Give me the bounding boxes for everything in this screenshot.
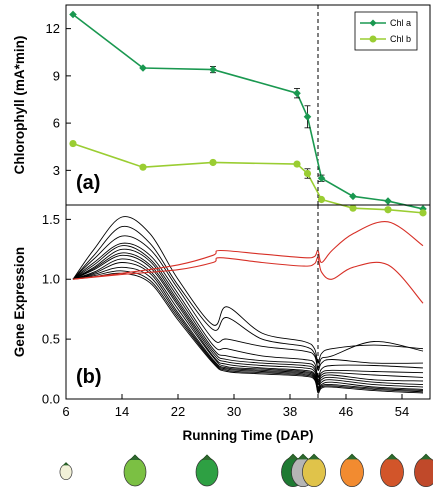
gene-curve-7 <box>72 254 424 388</box>
x-axis-label: Running Time (DAP) <box>183 428 314 443</box>
data-point-chla <box>293 89 301 97</box>
x-tick-label: 6 <box>62 404 69 419</box>
panel-a-y-ticks: 3 6 9 12 <box>46 21 71 178</box>
fruit-calyx-8 <box>420 453 432 460</box>
x-tick-label: 14 <box>115 404 129 419</box>
panel-a-y-tick-label: 12 <box>46 21 60 36</box>
data-point-chlb <box>349 204 357 212</box>
panel-a: 3 6 9 12 (a) Chlorophyll (mA*min) Chl a Chl… <box>12 4 431 217</box>
panel-a-y-tick-label: 6 <box>53 116 60 131</box>
data-point-chlb <box>209 158 217 167</box>
data-point-chla <box>317 174 326 183</box>
fruit-calyx-4 <box>297 453 309 460</box>
data-point-chla <box>384 197 392 205</box>
gene-curve-6 <box>72 252 424 386</box>
panel-a-y-tick-label: 3 <box>53 163 60 178</box>
fruit-6 <box>340 456 364 488</box>
fruit-7 <box>380 456 404 488</box>
highlight-gene-curve-1 <box>72 256 424 304</box>
data-point-chla <box>349 192 357 201</box>
gene-curve-1 <box>72 225 424 369</box>
legend-chla-marker <box>369 19 377 27</box>
fruit-calyx-7 <box>386 453 398 460</box>
panel-b-y-tick-label: 1.5 <box>42 212 60 227</box>
legend-chlb-marker <box>369 35 377 43</box>
x-tick-label: 38 <box>283 404 297 419</box>
panel-a-y-axis-label: Chlorophyll (mA*min) <box>12 36 27 175</box>
legend-chlb-label: Chl b <box>390 34 411 44</box>
fruit-5 <box>302 456 326 488</box>
panel-a-y-tick-label: 9 <box>53 68 60 83</box>
panel-b-series <box>72 216 424 394</box>
panel-a-label: (a) <box>76 172 100 194</box>
data-point-chlb <box>139 163 147 171</box>
panel-b: 0.0 0.5 1.0 1.5 6 14 22 30 38 46 54 (b) Gene Expr… <box>12 204 431 443</box>
gene-curve-4 <box>72 245 424 381</box>
data-point-chlb <box>69 139 77 148</box>
highlight-gene-curve-0 <box>72 220 424 280</box>
panel-b-y-tick-label: 0.0 <box>42 392 60 407</box>
data-point-chlb <box>384 206 392 214</box>
fruit-calyx-5 <box>308 453 320 460</box>
data-point-chlb <box>317 195 326 204</box>
x-tick-label: 46 <box>339 404 353 419</box>
x-tick-label: 22 <box>171 404 185 419</box>
fruit-0 <box>59 463 73 481</box>
data-point-chla <box>303 113 312 121</box>
panel-b-label: (b) <box>76 366 102 388</box>
fruit-1 <box>123 457 147 487</box>
legend: Chl a Chl b <box>354 11 418 51</box>
x-tick-label: 30 <box>227 404 241 419</box>
gene-curve-8 <box>72 258 424 389</box>
panel-b-frame <box>65 204 431 400</box>
fruit-calyx-3 <box>287 453 299 460</box>
data-point-chla <box>69 10 77 19</box>
panel-b-y-axis-label: Gene Expression <box>12 247 27 357</box>
gene-curve-9 <box>72 262 424 391</box>
panel-a-series <box>69 10 427 217</box>
gene-curve-3 <box>72 242 424 378</box>
fruit-8 <box>414 456 433 488</box>
panel-b-x-ticks: 6 14 22 30 38 46 54 <box>62 394 409 419</box>
fruit-calyx-6 <box>346 453 358 460</box>
fruit-calyx-0 <box>62 462 70 466</box>
panel-b-y-ticks: 0.0 0.5 1.0 1.5 <box>42 212 71 407</box>
panel-b-y-tick-label: 0.5 <box>42 332 60 347</box>
gene-curve-10 <box>72 266 424 392</box>
legend-chla-label: Chl a <box>390 18 411 28</box>
gene-curve-0 <box>72 216 424 364</box>
data-point-chla <box>209 65 217 74</box>
legend-box <box>354 11 418 51</box>
series-line-1 <box>72 142 424 214</box>
data-point-chlb <box>303 169 312 178</box>
fruit-ripening-strip <box>59 453 433 488</box>
panel-b-y-tick-label: 1.0 <box>42 272 60 287</box>
fruit-calyx-1 <box>129 454 141 461</box>
data-point-chlb <box>293 160 301 168</box>
data-point-chlb <box>419 209 427 217</box>
fruit-2 <box>195 457 219 487</box>
data-point-chla <box>139 64 147 72</box>
x-tick-label: 54 <box>395 404 409 419</box>
gene-curve-2 <box>72 235 424 371</box>
gene-curve-5 <box>72 248 424 383</box>
fruit-calyx-2 <box>201 454 213 461</box>
